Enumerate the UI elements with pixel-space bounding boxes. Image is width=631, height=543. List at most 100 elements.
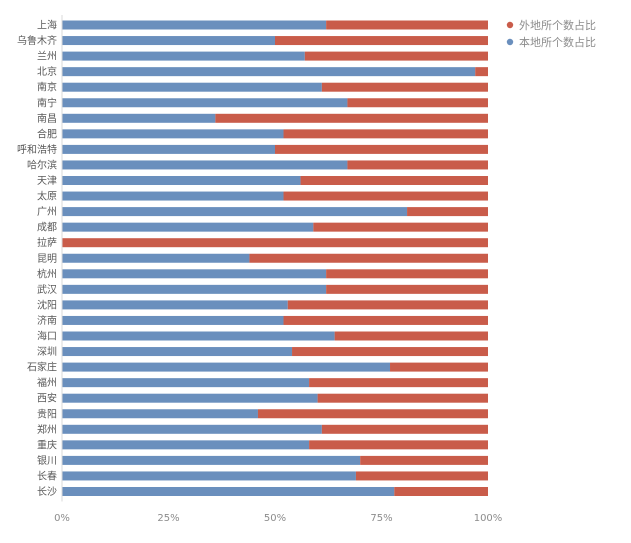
bar-local-share xyxy=(62,315,284,325)
category-label: 南昌 xyxy=(37,112,57,125)
category-label: 昆明 xyxy=(37,253,57,265)
bar-nonlocal-share xyxy=(360,455,488,465)
bar-local-share xyxy=(62,207,408,217)
x-tick-label: 50% xyxy=(264,513,286,524)
bar-nonlocal-share xyxy=(347,98,488,108)
bar-local-share xyxy=(62,455,361,465)
category-label: 呼和浩特 xyxy=(17,144,57,156)
bar-local-share xyxy=(62,144,275,154)
bar-local-share xyxy=(62,98,348,108)
bar-local-share xyxy=(62,424,322,434)
bar-local-share xyxy=(62,440,310,450)
category-label: 哈尔滨 xyxy=(27,158,57,171)
legend-marker xyxy=(506,38,514,46)
category-label: 上海 xyxy=(37,19,57,32)
bar-nonlocal-share xyxy=(283,315,488,325)
bar-local-share xyxy=(62,331,335,341)
bar-local-share xyxy=(62,82,322,92)
bar-local-share xyxy=(62,36,275,46)
bar-local-share xyxy=(62,347,293,357)
bar-nonlocal-share xyxy=(249,253,488,263)
bar-local-share xyxy=(62,393,318,403)
category-label: 北京 xyxy=(37,65,57,78)
category-label: 西安 xyxy=(37,392,57,405)
bar-nonlocal-share xyxy=(309,378,488,388)
x-tick-label: 75% xyxy=(370,513,392,524)
bar-nonlocal-share xyxy=(309,440,488,450)
bar-nonlocal-share xyxy=(326,20,488,30)
legend-label: 外地所个数占比 xyxy=(519,18,596,32)
bar-nonlocal-share xyxy=(321,82,488,92)
x-tick-label: 0% xyxy=(54,513,70,524)
bar-local-share xyxy=(62,487,395,496)
bar-local-share xyxy=(62,300,288,310)
legend-marker xyxy=(506,21,514,29)
category-label: 贵阳 xyxy=(37,407,57,420)
x-axis: 0% 25% 50% 75% 100% xyxy=(54,15,502,524)
category-label: 广州 xyxy=(37,206,57,218)
bar-nonlocal-share xyxy=(275,144,488,154)
bar-nonlocal-share xyxy=(334,331,488,341)
category-label: 福州 xyxy=(37,376,57,389)
bar-nonlocal-share xyxy=(317,393,488,403)
category-label: 郑州 xyxy=(37,423,57,436)
bar-nonlocal-share xyxy=(475,67,488,77)
category-label: 太原 xyxy=(37,190,57,203)
category-labels: 上海乌鲁木齐兰州北京南京南宁南昌合肥呼和浩特哈尔滨天津太原广州成都拉萨昆明杭州武… xyxy=(17,19,57,499)
bar-local-share xyxy=(62,284,327,294)
bar-local-share xyxy=(62,20,327,30)
category-label: 济南 xyxy=(37,314,57,327)
bar-local-share xyxy=(62,176,301,185)
bar-local-share xyxy=(62,222,314,232)
bar-nonlocal-share xyxy=(347,160,488,170)
legend-label: 本地所个数占比 xyxy=(519,35,596,49)
bar-nonlocal-share xyxy=(275,36,488,46)
bar-nonlocal-share xyxy=(215,113,489,123)
bar-nonlocal-share xyxy=(283,129,488,139)
category-label: 长春 xyxy=(37,470,57,482)
bar-local-share xyxy=(62,409,258,419)
category-label: 银川 xyxy=(37,454,57,467)
category-label: 兰州 xyxy=(37,50,57,63)
category-label: 海口 xyxy=(37,330,57,343)
category-label: 成都 xyxy=(37,222,57,234)
bar-nonlocal-share xyxy=(283,191,488,201)
bar-local-share xyxy=(62,253,250,263)
category-label: 乌鲁木齐 xyxy=(17,34,57,47)
bar-nonlocal-share xyxy=(407,207,488,217)
x-tick-label: 100% xyxy=(474,513,503,524)
category-label: 南京 xyxy=(37,81,57,94)
category-label: 天津 xyxy=(37,175,57,187)
category-label: 杭州 xyxy=(37,267,57,280)
bar-nonlocal-share xyxy=(287,300,488,310)
bar-local-share xyxy=(62,113,216,123)
category-label: 石家庄 xyxy=(27,361,57,374)
bar-nonlocal-share xyxy=(321,424,488,434)
bar-nonlocal-share xyxy=(62,238,488,248)
bar-nonlocal-share xyxy=(313,222,488,232)
bar-local-share xyxy=(62,269,327,279)
bar-local-share xyxy=(62,160,348,170)
x-tick-label: 25% xyxy=(157,513,179,524)
category-label: 沈阳 xyxy=(37,298,57,311)
category-label: 武汉 xyxy=(37,283,57,296)
bar-nonlocal-share xyxy=(355,471,488,481)
category-label: 南宁 xyxy=(37,96,57,109)
bar-nonlocal-share xyxy=(300,176,488,185)
bar-nonlocal-share xyxy=(257,409,488,419)
bar-local-share xyxy=(62,362,391,372)
bar-local-share xyxy=(62,51,305,61)
bar-local-share xyxy=(62,471,356,481)
category-label: 重庆 xyxy=(37,438,57,451)
bar-nonlocal-share xyxy=(304,51,488,61)
bar-nonlocal-share xyxy=(390,362,488,372)
category-label: 深圳 xyxy=(37,346,57,358)
bar-local-share xyxy=(62,191,284,201)
bar-local-share xyxy=(62,67,476,77)
bar-nonlocal-share xyxy=(326,284,488,294)
bars-layer xyxy=(62,20,489,496)
bar-local-share xyxy=(62,378,310,388)
